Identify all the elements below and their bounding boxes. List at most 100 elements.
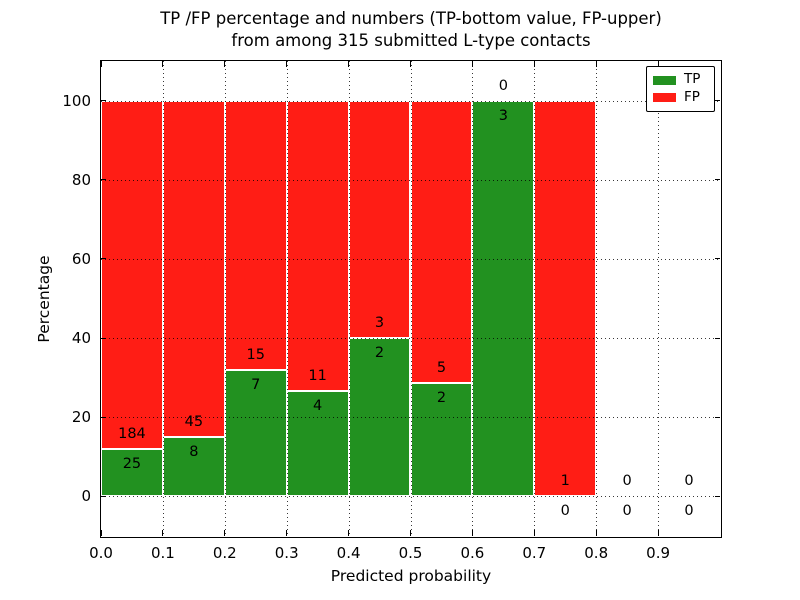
bar-count-tp: 2 xyxy=(374,345,385,362)
bar-segment-fp xyxy=(224,100,287,371)
x-tick-label: 0.2 xyxy=(212,544,237,562)
x-tick-bottom xyxy=(410,530,411,536)
x-axis-label: Predicted probability xyxy=(330,567,492,585)
x-tick-bottom xyxy=(224,530,226,536)
bar-count-tp: 3 xyxy=(498,107,508,124)
x-tick-label: 0.7 xyxy=(522,544,547,562)
gridline-vertical xyxy=(162,61,164,536)
chart-title-line2: from among 315 submitted L-type contacts xyxy=(231,31,591,50)
y-tick-label: 0 xyxy=(81,487,91,506)
x-tick-label: 0.3 xyxy=(274,544,299,562)
y-tick-left xyxy=(101,416,106,418)
y-tick-label: 40 xyxy=(71,329,91,348)
gridline-vertical xyxy=(534,61,536,536)
bar-count-fp: 45 xyxy=(184,413,204,430)
y-tick-right xyxy=(715,416,720,418)
x-tick-label: 0.0 xyxy=(89,544,113,562)
bar-segment-tp xyxy=(286,390,349,497)
legend-swatch-tp-icon xyxy=(653,75,676,85)
x-tick-top xyxy=(348,61,350,67)
bar-count-tp: 7 xyxy=(251,377,261,394)
bar-segment-fp xyxy=(162,100,225,437)
y-tick-left xyxy=(101,337,106,339)
gridline-vertical xyxy=(286,61,288,536)
x-tick-label: 0.4 xyxy=(336,544,361,562)
y-tick-right xyxy=(715,337,720,339)
y-tick-right xyxy=(715,495,720,497)
bar-count-fp: 184 xyxy=(118,426,146,443)
x-tick-bottom xyxy=(595,530,597,536)
bar-count-tp: 2 xyxy=(436,390,447,407)
gridline-vertical xyxy=(472,61,474,536)
bar-count-fp: 11 xyxy=(308,367,327,384)
bar-count-fp: 0 xyxy=(622,473,632,490)
y-tick-left xyxy=(101,179,106,181)
legend-item-fp: FP xyxy=(653,91,708,105)
x-tick-bottom xyxy=(533,530,535,536)
y-tick-left xyxy=(101,258,106,260)
bar-segment-fp xyxy=(348,100,411,339)
legend-label-fp: FP xyxy=(684,89,700,106)
y-tick-right xyxy=(715,179,720,181)
gridline-vertical xyxy=(348,61,350,536)
chart-title-line1: TP /FP percentage and numbers (TP-bottom… xyxy=(160,9,662,28)
x-tick-top xyxy=(471,61,473,67)
bar-count-tp: 25 xyxy=(122,456,142,473)
legend: TP FP xyxy=(646,66,715,112)
bar-count-tp: 0 xyxy=(622,503,632,520)
x-tick-bottom xyxy=(286,530,288,536)
x-tick-top xyxy=(657,61,659,67)
bar-count-fp: 5 xyxy=(436,360,447,377)
x-tick-bottom xyxy=(348,530,350,536)
y-tick-left xyxy=(101,100,106,102)
bar-segment-tp xyxy=(410,383,473,497)
bar-segment-fp xyxy=(534,100,597,497)
legend-swatch-fp-icon xyxy=(653,93,676,103)
x-tick-label: 0.1 xyxy=(150,544,175,562)
y-tick-label: 20 xyxy=(71,408,91,427)
x-tick-bottom xyxy=(657,530,659,536)
y-tick-label: 80 xyxy=(71,170,91,189)
bar-segment-tp xyxy=(162,436,225,497)
x-tick-top xyxy=(224,61,226,67)
y-tick-label: 60 xyxy=(71,249,91,268)
chart-title: TP /FP percentage and numbers (TP-bottom… xyxy=(100,8,722,52)
y-tick-label: 100 xyxy=(62,91,91,110)
bar-count-tp: 0 xyxy=(684,503,694,520)
y-tick-right xyxy=(715,258,720,260)
bar-count-tp: 0 xyxy=(560,503,570,520)
gridline-vertical xyxy=(658,61,660,536)
legend-label-tp: TP xyxy=(684,71,701,88)
y-tick-left xyxy=(101,495,106,497)
legend-item-tp: TP xyxy=(653,73,708,87)
x-tick-top xyxy=(410,61,411,67)
bar-count-fp: 0 xyxy=(498,77,508,94)
x-tick-bottom xyxy=(100,530,102,536)
gridline-vertical xyxy=(596,61,598,536)
bar-segment-tp xyxy=(472,100,535,497)
bar-count-tp: 4 xyxy=(313,397,323,414)
x-tick-label: 0.8 xyxy=(584,544,609,562)
bar-count-fp: 1 xyxy=(560,473,570,490)
bar-count-fp: 0 xyxy=(684,473,694,490)
x-tick-label: 0.9 xyxy=(646,544,671,562)
x-tick-top xyxy=(533,61,535,67)
bar-count-fp: 15 xyxy=(246,347,265,364)
bar-segment-fp xyxy=(286,100,349,391)
gridline-vertical xyxy=(410,61,412,536)
bar-segment-fp xyxy=(410,100,473,384)
x-tick-top xyxy=(286,61,288,67)
x-tick-bottom xyxy=(471,530,473,536)
bar-count-tp: 8 xyxy=(189,443,199,460)
x-tick-top xyxy=(100,61,102,67)
x-tick-bottom xyxy=(162,530,164,536)
x-tick-top xyxy=(162,61,164,67)
plot-area: 184 25 45 8 15 7 11 4 3 2 5 2 0 3 1 0 0 0 0 0 0 20 40 60 80 100 0.… xyxy=(62,60,722,562)
x-tick-top xyxy=(595,61,597,67)
x-tick-label: 0.6 xyxy=(460,544,485,562)
bar-segment-fp xyxy=(101,100,163,450)
y-tick-right xyxy=(715,100,720,102)
bar-count-fp: 3 xyxy=(374,315,385,332)
x-tick-label: 0.5 xyxy=(398,544,423,562)
